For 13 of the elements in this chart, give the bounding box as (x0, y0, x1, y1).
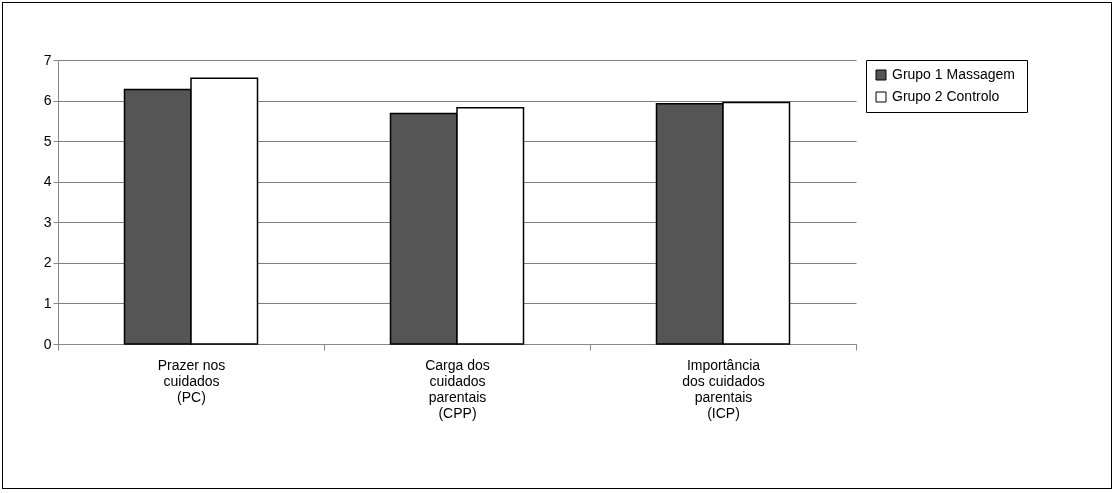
legend-label: Grupo 2 Controlo (892, 88, 1000, 104)
x-tick-label: Carga dos cuidados parentais (CPP) (425, 356, 490, 421)
y-tick-label: 0 (43, 335, 52, 352)
y-tick-label: 6 (43, 92, 52, 109)
x-tick-label: Importância dos cuidados parentais (ICP) (682, 356, 765, 421)
legend-label: Grupo 1 Massagem (892, 66, 1015, 82)
x-tick-label: Prazer nos cuidados (PC) (157, 356, 226, 405)
y-tick-label: 2 (43, 254, 52, 271)
y-tick-label: 4 (43, 173, 52, 190)
y-tick-label: 1 (43, 294, 52, 311)
y-tick-label: 3 (43, 213, 52, 230)
y-tick-label: 7 (43, 51, 52, 68)
y-tick-label: 5 (43, 132, 52, 149)
